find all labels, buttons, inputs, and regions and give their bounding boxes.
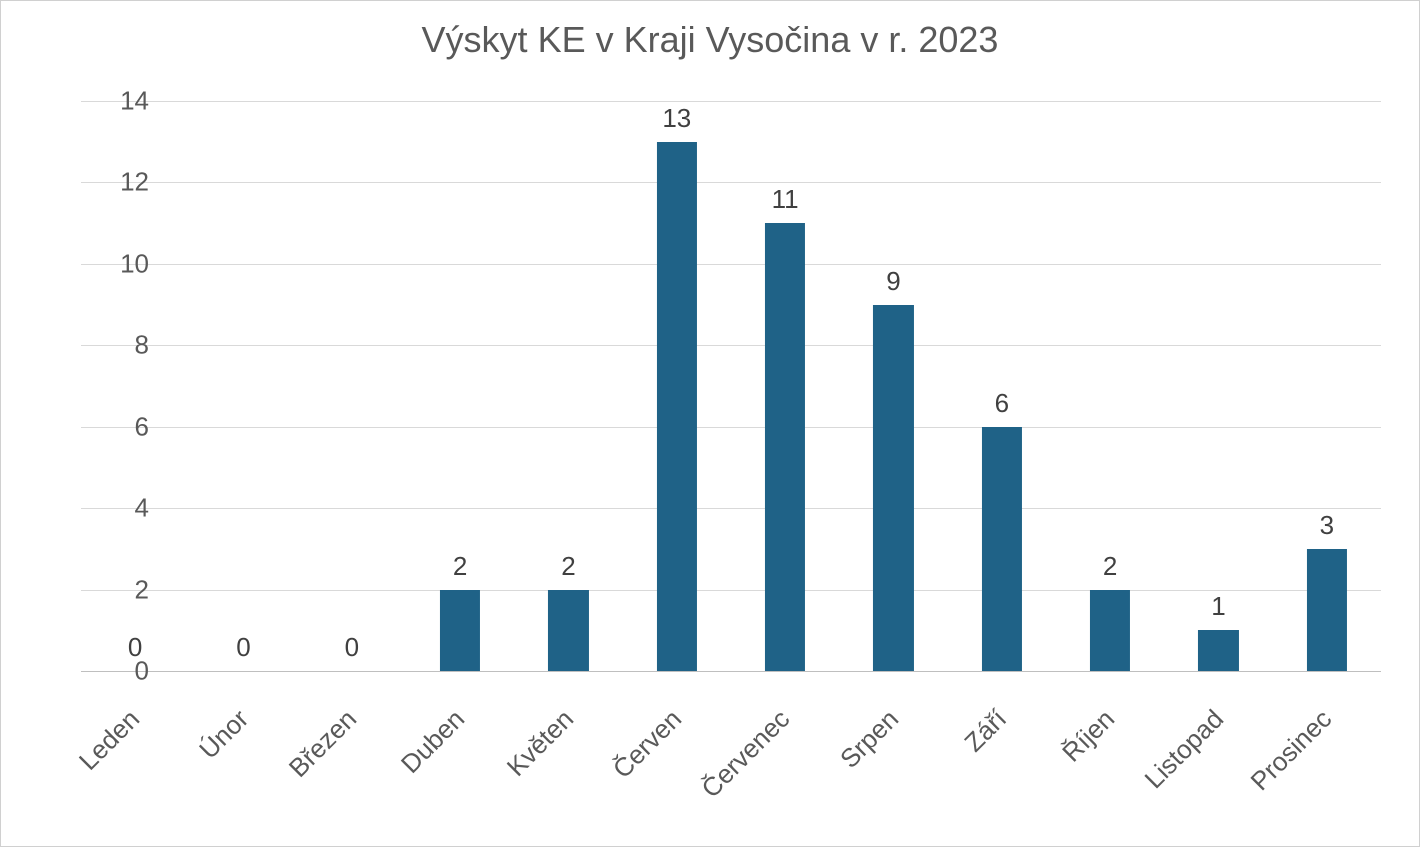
bar <box>1307 549 1347 671</box>
bar <box>982 427 1022 671</box>
bar-slot: 11 <box>731 101 839 671</box>
bar-value-label: 0 <box>128 632 142 663</box>
bar <box>1090 590 1130 671</box>
bar-value-label: 2 <box>453 551 467 582</box>
chart-title: Výskyt KE v Kraji Vysočina v r. 2023 <box>1 19 1419 61</box>
bar-slot: 1 <box>1164 101 1272 671</box>
bar <box>765 223 805 671</box>
bar-value-label: 1 <box>1211 591 1225 622</box>
grid-line <box>81 671 1381 672</box>
bar-value-label: 2 <box>1103 551 1117 582</box>
chart-container: Výskyt KE v Kraji Vysočina v r. 2023 024… <box>0 0 1420 847</box>
bar <box>873 305 913 671</box>
bar-value-label: 2 <box>561 551 575 582</box>
bar <box>657 142 697 671</box>
bar <box>440 590 480 671</box>
bar-slot: 0 <box>298 101 406 671</box>
plot-area: 0246810121400022131196213LedenÚnorBřezen… <box>81 101 1381 671</box>
bar-slot: 6 <box>948 101 1056 671</box>
bar <box>548 590 588 671</box>
bar-value-label: 11 <box>772 184 799 215</box>
bar-value-label: 6 <box>995 388 1009 419</box>
bars-layer: 00022131196213 <box>81 101 1381 671</box>
bar-value-label: 0 <box>236 632 250 663</box>
bar <box>1198 630 1238 671</box>
bar-value-label: 13 <box>662 103 691 134</box>
bar-slot: 2 <box>514 101 622 671</box>
bar-slot: 0 <box>189 101 297 671</box>
bar-slot: 2 <box>1056 101 1164 671</box>
bar-value-label: 9 <box>886 266 900 297</box>
bar-slot: 0 <box>81 101 189 671</box>
bar-value-label: 0 <box>345 632 359 663</box>
bar-slot: 13 <box>623 101 731 671</box>
bar-slot: 3 <box>1273 101 1381 671</box>
bar-slot: 9 <box>839 101 947 671</box>
bar-value-label: 3 <box>1320 510 1334 541</box>
bar-slot: 2 <box>406 101 514 671</box>
